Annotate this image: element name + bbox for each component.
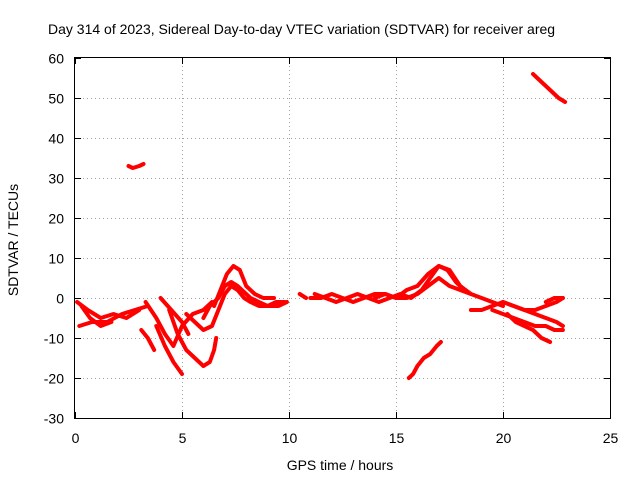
data-series-trace-14	[297, 292, 309, 300]
data-series-trace-5	[139, 328, 157, 352]
data-series-trace-9	[167, 308, 219, 368]
chart-title: Day 314 of 2023, Sidereal Day-to-day VTE…	[48, 21, 555, 37]
data-series-trace-23	[543, 296, 565, 304]
data-series-trace-20	[490, 308, 565, 332]
x-tick-label: 0	[72, 430, 80, 446]
y-tick-label: 0	[56, 291, 64, 307]
y-tick-label: -30	[44, 411, 64, 427]
y-tick-label: 10	[48, 251, 64, 267]
data-traces	[75, 72, 568, 380]
data-series-trace-7	[154, 324, 184, 376]
data-series-trace-1	[75, 300, 142, 320]
data-series-trace-12	[201, 280, 257, 320]
data-series-trace-22	[501, 300, 565, 328]
data-series-trace-24	[531, 72, 568, 104]
y-tick-label: 50	[48, 91, 64, 107]
y-tick-label: 60	[48, 51, 64, 67]
axis-ticks: 0 5 10 15 20 25 -30 -20 -10 0 10 20 30 40 50 60	[44, 51, 619, 447]
data-series-trace-4	[126, 162, 146, 170]
data-series-trace-13	[248, 296, 289, 308]
x-tick-label: 10	[282, 430, 298, 446]
x-tick-label: 20	[496, 430, 512, 446]
grid-lines	[75, 58, 610, 418]
x-tick-label: 15	[389, 430, 405, 446]
y-tick-label: 40	[48, 131, 64, 147]
x-tick-label: 5	[179, 430, 187, 446]
plot-frame	[74, 57, 611, 419]
y-tick-label: 30	[48, 171, 64, 187]
data-series-trace-8	[158, 296, 191, 336]
x-axis-label: GPS time / hours	[287, 457, 394, 473]
data-series-trace-11	[212, 264, 276, 308]
data-series-trace-17	[372, 264, 473, 300]
data-series-trace-3	[79, 304, 114, 328]
y-tick-label: -20	[44, 371, 64, 387]
y-tick-label: -10	[44, 331, 64, 347]
y-tick-label: 20	[48, 211, 64, 227]
data-series-trace-18	[406, 340, 443, 380]
data-series-trace-2	[77, 304, 150, 328]
x-tick-label: 25	[603, 430, 619, 446]
y-axis-label: SDTVAR / TECUs	[5, 184, 21, 296]
data-series-trace-21	[505, 312, 553, 344]
